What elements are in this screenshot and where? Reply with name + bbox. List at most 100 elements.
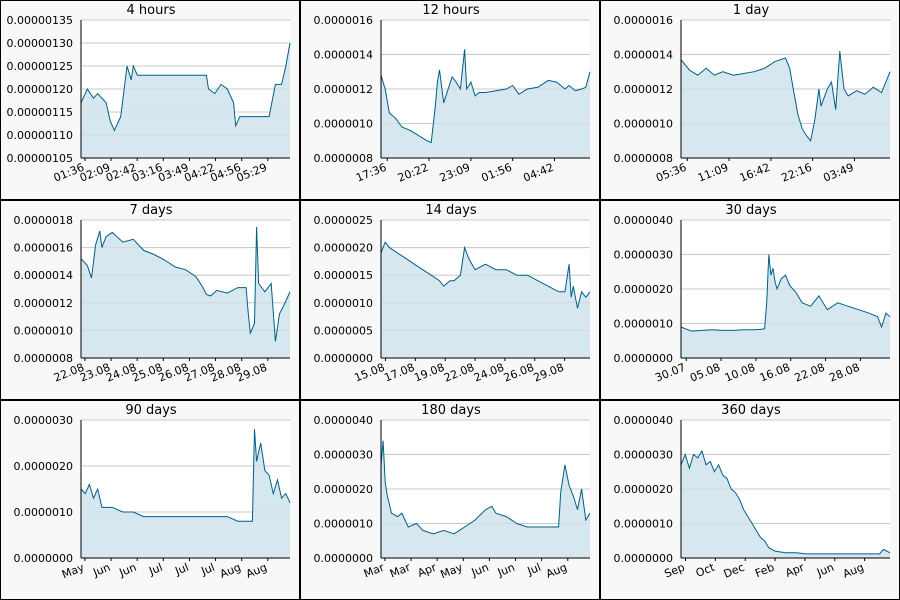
chart-panel: 1 day 0.0000008 0.0000010 0.0000012 0.000001… bbox=[600, 0, 900, 200]
y-tick-label: 0.00000135 bbox=[7, 14, 73, 27]
chart-svg: 0.0000000 0.0000010 0.0000020 0.0000030 0.00… bbox=[614, 214, 891, 385]
x-tick-label: 28.08 bbox=[827, 361, 861, 385]
y-tick-label: 0.0000020 bbox=[614, 283, 674, 296]
x-tick-label: Jun bbox=[117, 561, 139, 580]
y-tick-label: 0.0000016 bbox=[14, 242, 74, 255]
x-tick-label: 05.08 bbox=[688, 361, 722, 385]
chart-panel: 90 days 0.0000000 0.0000010 0.0000020 0.0000… bbox=[0, 400, 300, 600]
series-line bbox=[380, 440, 591, 535]
series-line bbox=[680, 449, 891, 555]
chart-title: 4 hours bbox=[126, 3, 176, 18]
x-tick-label: 29.08 bbox=[235, 361, 269, 385]
chart-title: 1 day bbox=[732, 3, 770, 18]
y-tick-label: 0.0000010 bbox=[614, 118, 674, 131]
chart-title: 14 days bbox=[425, 203, 477, 218]
x-tick-label: 16.08 bbox=[758, 361, 792, 385]
x-tick-label: Oct bbox=[694, 560, 717, 579]
x-tick-label: 29.08 bbox=[532, 361, 566, 385]
y-tick-label: 0.00000130 bbox=[7, 37, 73, 50]
series-area bbox=[381, 440, 590, 558]
y-tick-label: 0.0000010 bbox=[14, 506, 74, 519]
series-area bbox=[81, 226, 290, 358]
y-tick-label: 0.0000012 bbox=[14, 297, 74, 310]
x-tick-label: 22.08 bbox=[793, 361, 827, 385]
y-tick-label: 0.0000010 bbox=[314, 518, 374, 531]
x-tick-label: 20:22 bbox=[396, 161, 430, 185]
y-tick-label: 0.0000010 bbox=[14, 324, 74, 337]
y-tick-label: 0.0000000 bbox=[314, 552, 374, 565]
y-tick-label: 0.0000010 bbox=[614, 518, 674, 531]
chart-title: 360 days bbox=[721, 403, 781, 418]
y-tick-label: 0.0000016 bbox=[614, 14, 674, 27]
x-tick-label: Jul bbox=[525, 561, 543, 578]
chart-panel: 7 days 0.0000008 0.0000010 0.0000012 0.00000… bbox=[0, 200, 300, 400]
x-tick-label: Jul bbox=[146, 561, 164, 578]
y-tick-label: 0.0000020 bbox=[314, 483, 374, 496]
series-line bbox=[80, 429, 291, 522]
y-tick-label: 0.0000030 bbox=[614, 249, 674, 262]
x-tick-label: Jun bbox=[90, 561, 112, 580]
y-tick-label: 0.0000005 bbox=[314, 324, 374, 337]
chart-panel: 12 hours 0.0000008 0.0000010 0.0000012 0.000… bbox=[300, 0, 600, 200]
x-tick-label: Jun bbox=[814, 561, 836, 580]
y-tick-label: 0.0000014 bbox=[614, 49, 674, 62]
chart-panel: 14 days 0.0000000 0.0000005 0.0000010 0.0000… bbox=[300, 200, 600, 400]
y-tick-label: 0.00000105 bbox=[7, 152, 73, 165]
y-tick-label: 0.0000030 bbox=[314, 449, 374, 462]
x-tick-label: Mar bbox=[388, 561, 413, 581]
y-tick-label: 0.0000010 bbox=[314, 297, 374, 310]
x-tick-label: 03:49 bbox=[821, 161, 855, 185]
x-tick-label: Jul bbox=[199, 561, 217, 578]
x-tick-label: 01:56 bbox=[480, 161, 514, 185]
x-tick-label: Apr bbox=[784, 561, 807, 580]
chart-svg: 0.0000000 0.0000005 0.0000010 0.0000015 0.00… bbox=[314, 214, 591, 385]
y-tick-label: 0.0000012 bbox=[314, 83, 374, 96]
y-tick-label: 0.0000000 bbox=[614, 552, 674, 565]
y-tick-label: 0.0000000 bbox=[614, 352, 674, 365]
series-area bbox=[81, 429, 290, 558]
series-line bbox=[380, 49, 591, 144]
y-tick-label: 0.0000000 bbox=[314, 352, 374, 365]
chart-svg: 0.0000008 0.0000010 0.0000012 0.0000014 0.00… bbox=[614, 14, 891, 185]
x-tick-label: 10.08 bbox=[723, 361, 757, 385]
series-area bbox=[681, 254, 890, 358]
series-line bbox=[680, 50, 891, 142]
series-line bbox=[80, 42, 291, 132]
x-tick-label: Apr bbox=[416, 561, 439, 580]
y-tick-label: 0.0000014 bbox=[14, 269, 74, 282]
series-area bbox=[81, 43, 290, 158]
y-tick-label: 0.0000008 bbox=[314, 152, 374, 165]
chart-title: 90 days bbox=[125, 403, 177, 418]
chart-title: 30 days bbox=[725, 203, 777, 218]
y-tick-label: 0.0000000 bbox=[14, 552, 74, 565]
series-area bbox=[681, 51, 890, 158]
x-tick-label: 05:29 bbox=[235, 161, 269, 185]
series-area bbox=[681, 451, 890, 558]
y-tick-label: 0.0000010 bbox=[614, 318, 674, 331]
chart-title: 12 hours bbox=[422, 3, 480, 18]
y-tick-label: 0.00000110 bbox=[7, 129, 73, 142]
chart-panel: 30 days 0.0000000 0.0000010 0.0000020 0.0000… bbox=[600, 200, 900, 400]
chart-svg: 0.0000008 0.0000010 0.0000012 0.0000014 0.00… bbox=[314, 14, 591, 185]
y-tick-label: 0.00000115 bbox=[7, 106, 73, 119]
x-tick-label: Jun bbox=[495, 561, 517, 580]
y-tick-label: 0.0000008 bbox=[614, 152, 674, 165]
chart-title: 7 days bbox=[129, 203, 173, 218]
x-tick-label: Aug bbox=[841, 561, 866, 581]
y-tick-label: 0.0000030 bbox=[614, 449, 674, 462]
chart-panel: 4 hours 0.00000105 0.00000110 0.00000115 0.0… bbox=[0, 0, 300, 200]
series-line bbox=[80, 226, 291, 342]
x-tick-label: Jun bbox=[469, 561, 491, 580]
series-line bbox=[680, 254, 891, 332]
y-tick-label: 0.0000014 bbox=[314, 49, 374, 62]
x-tick-label: May bbox=[438, 561, 464, 582]
x-tick-label: Dec bbox=[722, 561, 747, 581]
chart-svg: 0.00000105 0.00000110 0.00000115 0.00000120… bbox=[7, 14, 291, 185]
x-tick-label: 11:09 bbox=[696, 161, 730, 185]
chart-panel: 180 days 0.0000000 0.0000010 0.0000020 0.000… bbox=[300, 400, 600, 600]
x-tick-label: Aug bbox=[544, 561, 569, 581]
x-tick-label: 04:42 bbox=[521, 161, 555, 185]
x-tick-label: 16:42 bbox=[738, 161, 772, 185]
